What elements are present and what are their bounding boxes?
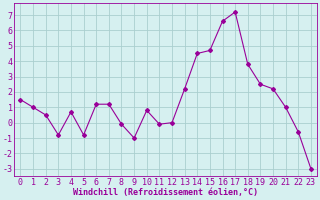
X-axis label: Windchill (Refroidissement éolien,°C): Windchill (Refroidissement éolien,°C) — [73, 188, 258, 197]
